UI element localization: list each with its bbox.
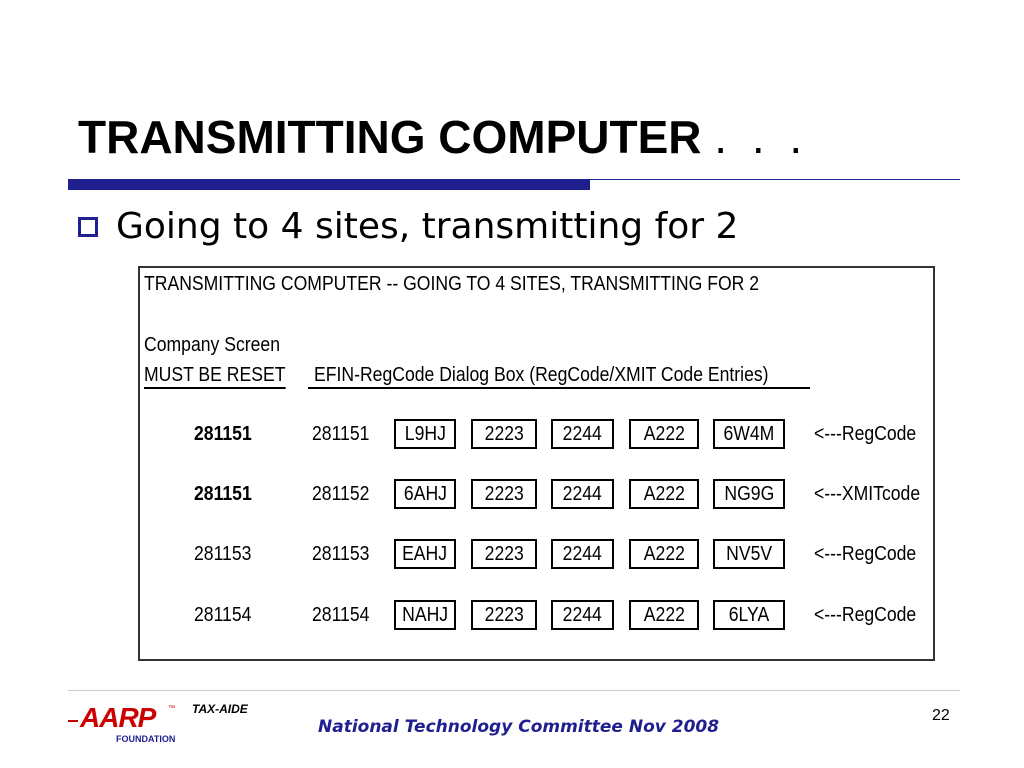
table-row: 281153 281153 EAHJ 2223 2244 A222 NV5V <… <box>140 539 933 571</box>
slide-title-text: TRANSMITTING COMPUTER <box>78 111 702 163</box>
slide-title: TRANSMITTING COMPUTER . . . <box>78 110 808 164</box>
code-box: 2244 <box>551 479 614 509</box>
company-code: 281151 <box>194 483 252 505</box>
company-code: 281154 <box>194 604 252 626</box>
aarp-foundation-logo: AARP ™ FOUNDATION TAX-AIDE <box>68 702 249 744</box>
slide-title-dots: . . . <box>714 111 809 163</box>
code-box: NG9G <box>713 479 785 509</box>
code-box: 2223 <box>471 419 537 449</box>
figure-title: TRANSMITTING COMPUTER -- GOING TO 4 SITE… <box>144 273 760 295</box>
efin-code: 281152 <box>312 483 370 505</box>
code-box: 2223 <box>471 539 537 569</box>
code-box: 2244 <box>551 600 614 630</box>
svg-text:FOUNDATION: FOUNDATION <box>116 734 175 744</box>
table-row: 281151 281152 6AHJ 2223 2244 A222 NG9G <… <box>140 479 933 511</box>
square-bullet-icon <box>78 216 98 237</box>
table-row: 281154 281154 NAHJ 2223 2244 A222 6LYA <… <box>140 600 933 632</box>
efin-regcode-header-text: EFIN-RegCode Dialog Box (RegCode/XMIT Co… <box>314 364 769 386</box>
efin-code: 281153 <box>312 543 370 565</box>
code-box: A222 <box>629 419 699 449</box>
regcode-table-image: TRANSMITTING COMPUTER -- GOING TO 4 SITE… <box>138 266 935 661</box>
svg-text:™: ™ <box>168 705 175 712</box>
must-be-reset-label: MUST BE RESET <box>144 364 286 389</box>
title-rule-thick <box>68 179 590 190</box>
bullet-text: Going to 4 sites, transmitting for 2 <box>116 206 739 247</box>
code-box: A222 <box>629 539 699 569</box>
bullet-item: Going to 4 sites, transmitting for 2 <box>78 206 738 247</box>
code-box: A222 <box>629 479 699 509</box>
code-box: 6W4M <box>713 419 785 449</box>
code-box: 2244 <box>551 419 614 449</box>
footer-text: National Technology Committee Nov 2008 <box>318 717 720 737</box>
code-box: EAHJ <box>394 539 456 569</box>
company-code: 281153 <box>194 543 252 565</box>
efin-regcode-header: EFIN-RegCode Dialog Box (RegCode/XMIT Co… <box>308 364 810 389</box>
code-box: 2223 <box>471 479 537 509</box>
row-note: <---XMITcode <box>814 483 921 505</box>
code-box: NAHJ <box>394 600 456 630</box>
row-note: <---RegCode <box>814 423 917 445</box>
code-box: A222 <box>629 600 699 630</box>
efin-code: 281151 <box>312 423 370 445</box>
code-box: 2223 <box>471 600 537 630</box>
company-screen-label: Company Screen <box>144 334 280 356</box>
footer-rule <box>68 690 960 691</box>
svg-text:AARP: AARP <box>79 702 157 733</box>
code-box: 6AHJ <box>394 479 456 509</box>
row-note: <---RegCode <box>814 604 917 626</box>
company-code: 281151 <box>194 423 252 445</box>
code-box: L9HJ <box>394 419 456 449</box>
table-row: 281151 281151 L9HJ 2223 2244 A222 6W4M <… <box>140 419 933 451</box>
code-box: NV5V <box>713 539 785 569</box>
code-box: 6LYA <box>713 600 785 630</box>
code-box: 2244 <box>551 539 614 569</box>
title-rule-thin <box>590 179 960 180</box>
row-note: <---RegCode <box>814 543 917 565</box>
efin-code: 281154 <box>312 604 370 626</box>
page-number: 22 <box>932 707 950 724</box>
svg-text:TAX-AIDE: TAX-AIDE <box>192 702 249 716</box>
